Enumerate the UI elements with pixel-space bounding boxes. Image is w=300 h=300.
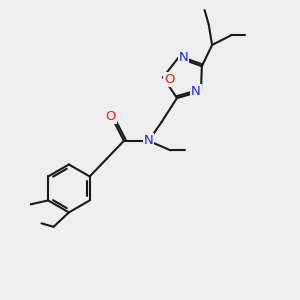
- Text: O: O: [164, 73, 174, 85]
- Text: N: N: [178, 51, 188, 64]
- Text: O: O: [106, 110, 116, 123]
- Text: N: N: [191, 85, 201, 98]
- Text: N: N: [144, 134, 153, 147]
